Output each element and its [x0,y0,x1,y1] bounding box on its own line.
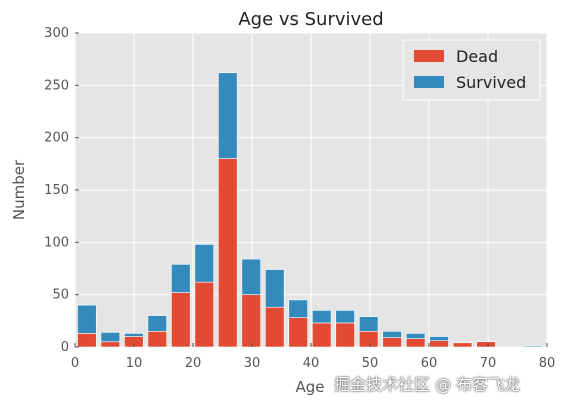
y-tick-label: 150 [44,183,69,198]
bar-dead [265,306,285,348]
bar-dead [311,322,332,348]
bar-survived [241,258,261,295]
y-axis-label: Number [10,159,28,220]
bar-survived [124,333,144,337]
x-tick-label: 80 [539,356,556,371]
bar-survived [218,72,238,159]
x-tick-label: 10 [126,356,143,371]
y-tick-label: 50 [52,288,69,303]
y-tick-label: 300 [44,26,69,41]
x-tick-label: 20 [185,356,202,371]
bar-dead [452,342,473,348]
bar-dead [194,281,214,348]
bar-dead [382,337,402,348]
y-axis-ticks: 0 50 100 150 200 250 300 [44,26,79,355]
bar-dead [241,294,261,348]
bar-survived [335,310,355,324]
bar-dead [335,322,355,348]
bar-dead [218,158,238,348]
x-axis-ticks: 0 10 20 30 40 50 60 70 80 [71,343,555,371]
y-tick-label: 0 [61,340,69,355]
bar-dead [405,338,426,348]
bar-dead [147,330,168,348]
x-tick-label: 70 [480,356,497,371]
bar-survived [265,269,285,308]
x-tick-label: 60 [421,356,438,371]
legend-swatch-dead [414,50,444,62]
bar-survived [358,316,379,332]
bar-survived [288,299,308,318]
y-tick-label: 250 [44,78,69,93]
bar-survived [405,333,426,339]
bar-survived [171,264,191,293]
x-tick-label: 50 [362,356,379,371]
bar-survived [382,330,402,338]
x-tick-label: 30 [244,356,261,371]
bar-survived [147,315,168,332]
legend: Dead Survived [402,39,541,101]
bar-dead [77,333,97,348]
bar-survived [523,345,543,348]
bar-survived [311,310,332,324]
y-tick-label: 200 [44,131,69,146]
watermark: 掘金技术社区 @ 布客飞龙 [334,375,521,394]
bar-dead [476,341,496,348]
legend-label-survived: Survived [456,73,526,92]
bar-survived [77,304,97,334]
x-axis-label: Age [295,378,324,396]
bar-dead [288,317,308,348]
y-tick-label: 100 [44,235,69,250]
bar-dead [100,341,121,348]
chart-title: Age vs Survived [238,9,383,30]
x-tick-label: 0 [71,356,79,371]
legend-label-dead: Dead [456,47,498,66]
bar-survived [429,336,449,342]
legend-swatch-survived [414,76,444,88]
bar-dead [429,340,449,348]
bar-dead [358,330,379,348]
x-tick-label: 40 [303,356,320,371]
bar-survived [194,244,214,283]
bar-dead [171,292,191,348]
bars [77,72,543,348]
bar-survived [100,332,121,343]
